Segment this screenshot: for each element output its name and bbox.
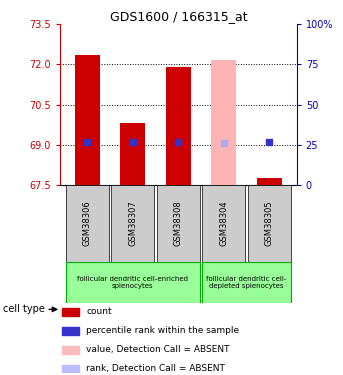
Text: GSM38307: GSM38307 [128,200,137,246]
Bar [211,60,236,185]
Bar [157,185,200,261]
Text: GSM38305: GSM38305 [265,200,274,246]
Bar [111,185,154,261]
Text: count: count [86,307,112,316]
Text: GSM38304: GSM38304 [220,200,228,246]
Bar [257,178,282,185]
Text: rank, Detection Call = ABSENT: rank, Detection Call = ABSENT [86,364,225,374]
Title: GDS1600 / 166315_at: GDS1600 / 166315_at [109,10,247,23]
Bar [62,365,79,373]
Bar [248,185,291,261]
Text: GSM38306: GSM38306 [83,200,92,246]
Text: cell type: cell type [3,304,45,314]
Text: value, Detection Call = ABSENT: value, Detection Call = ABSENT [86,345,229,354]
Bar [120,123,145,185]
Bar [66,185,109,261]
Bar [62,327,79,335]
Text: follicular dendritic cell-
depleted splenocytes: follicular dendritic cell- depleted sple… [206,276,287,289]
Text: follicular dendritic cell-enriched
splenocytes: follicular dendritic cell-enriched splen… [78,276,188,289]
Bar [62,346,79,354]
Text: GSM38308: GSM38308 [174,200,183,246]
Bar [202,261,291,303]
Bar [66,261,200,303]
Bar [62,308,79,316]
Bar [202,185,246,261]
Bar [75,55,100,185]
Text: percentile rank within the sample: percentile rank within the sample [86,326,239,335]
Bar [166,67,191,185]
